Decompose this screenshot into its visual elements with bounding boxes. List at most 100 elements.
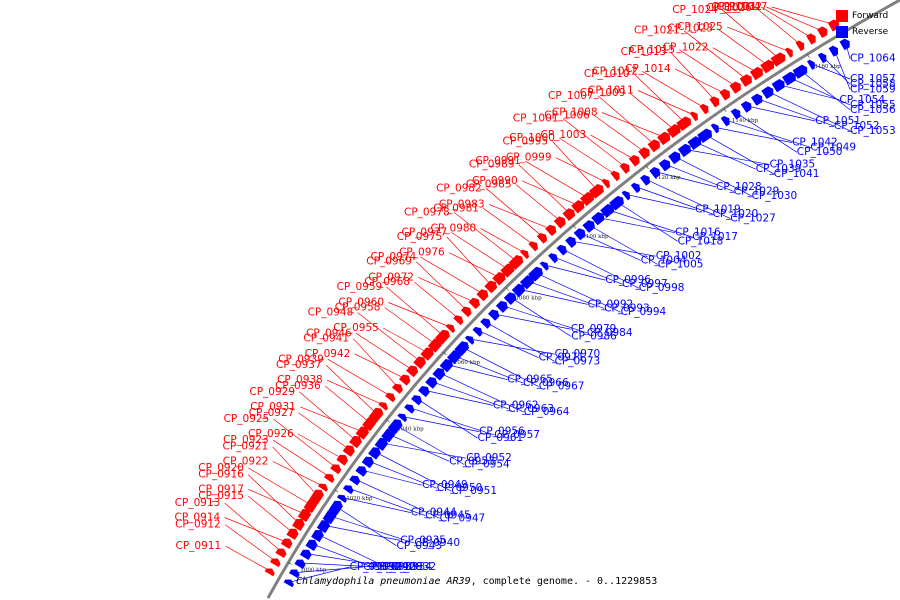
gene-arrow[interactable] [729,81,741,94]
gene-arrow[interactable] [368,447,381,460]
gene-label[interactable]: CP_0934 [386,561,432,573]
gene-arrow[interactable] [404,404,415,414]
gene-label[interactable]: CP_0912 [175,519,221,531]
gene-label[interactable]: CP_1017 [692,231,738,243]
gene-label[interactable]: CP_0914 [175,512,221,524]
gene-arrow[interactable] [336,454,348,466]
gene-label[interactable]: CP_1025 [677,21,723,33]
gene-arrow[interactable] [817,52,827,64]
gene-label[interactable]: CP_1018 [678,235,724,247]
gene-label[interactable]: CP_0974 [371,251,417,263]
gene-arrow[interactable] [303,499,318,514]
gene-label[interactable]: CP_0984 [587,327,633,339]
gene-label[interactable]: CP_0917 [198,483,244,495]
gene-label[interactable]: CP_0933 [372,561,418,573]
gene-label[interactable]: CP_0954 [464,459,510,471]
gene-label[interactable]: CP_0928 [377,561,423,573]
gene-arrow[interactable] [782,71,796,86]
gene-label[interactable]: CP_1019 [695,204,741,216]
gene-arrow[interactable] [689,111,698,122]
gene-arrow[interactable] [286,528,299,540]
gene-arrow[interactable] [536,233,548,244]
gene-arrow[interactable] [385,392,396,403]
gene-label[interactable]: CP_1051 [815,115,861,127]
gene-label[interactable]: CP_0979 [571,323,617,335]
gene-arrow[interactable] [511,283,526,298]
gene-label[interactable]: CP_0953 [449,455,495,467]
gene-label[interactable]: CP_0965 [507,374,553,386]
gene-arrow[interactable] [771,79,785,93]
gene-arrow[interactable] [657,131,671,146]
gene-label[interactable]: CP_0943 [397,540,443,552]
gene-arrow[interactable] [687,136,702,150]
gene-arrow[interactable] [439,359,454,373]
gene-label[interactable]: CP_1023 [667,23,713,35]
gene-arrow[interactable] [556,244,567,256]
gene-label[interactable]: CP_1031 [711,1,757,13]
gene-arrow[interactable] [453,315,464,326]
gene-label[interactable]: CP_1030 [752,190,798,202]
gene-arrow[interactable] [784,47,793,58]
gene-arrow[interactable] [749,66,763,81]
gene-label[interactable]: CP_1005 [658,259,704,271]
gene-label[interactable]: CP_1055 [850,99,896,111]
gene-label[interactable]: CP_0922 [223,455,269,467]
gene-label[interactable]: CP_0986 [571,331,617,343]
gene-label[interactable]: CP_1054 [839,94,885,106]
gene-label[interactable]: CP_1042 [792,137,838,149]
gene-label[interactable]: CP_0989 [469,159,515,171]
gene-label[interactable]: CP_1056 [850,104,896,116]
gene-label[interactable]: CP_0951 [451,485,497,497]
gene-label[interactable]: CP_0913 [175,497,221,509]
gene-label[interactable]: CP_0996 [605,274,651,286]
gene-label[interactable]: CP_0976 [399,247,445,259]
gene-arrow[interactable] [324,474,335,483]
gene-label[interactable]: CP_0958 [335,302,381,314]
gene-arrow[interactable] [427,338,442,353]
gene-label[interactable]: CP_0980 [431,222,477,234]
gene-arrow[interactable] [760,59,775,74]
gene-arrow[interactable] [280,538,293,549]
gene-arrow[interactable] [740,101,752,113]
gene-arrow[interactable] [601,178,610,189]
gene-label[interactable]: CP_1002 [656,250,702,262]
gene-arrow[interactable] [582,220,595,233]
gene-arrow[interactable] [343,485,354,495]
gene-arrow[interactable] [361,456,374,469]
gene-label[interactable]: CP_1024 [672,4,718,16]
gene-label[interactable]: CP_0940 [414,537,460,549]
gene-label[interactable]: CP_0920 [198,462,244,474]
gene-arrow[interactable] [719,88,730,101]
gene-label[interactable]: CP_0970 [555,348,601,360]
gene-label[interactable]: CP_0955 [333,322,379,334]
gene-label[interactable]: CP_0938 [277,374,323,386]
gene-arrow[interactable] [806,33,816,45]
gene-arrow[interactable] [630,182,641,194]
gene-arrow[interactable] [330,464,342,475]
gene-label[interactable]: CP_0993 [604,302,650,314]
gene-arrow[interactable] [647,139,660,153]
gene-label[interactable]: CP_1013 [621,46,667,58]
gene-arrow[interactable] [649,167,661,179]
gene-label[interactable]: CP_1035 [770,159,816,171]
gene-arrow[interactable] [528,266,543,282]
gene-label[interactable]: CP_0937 [276,359,322,371]
gene-label[interactable]: CP_0939 [278,353,324,365]
gene-arrow[interactable] [305,539,318,551]
gene-arrow[interactable] [548,253,558,264]
gene-label[interactable]: CP_0964 [524,406,570,418]
gene-label[interactable]: CP_0932 [391,561,437,573]
gene-arrow[interactable] [275,548,287,558]
gene-arrow[interactable] [368,407,384,423]
gene-arrow[interactable] [699,103,709,115]
gene-label[interactable]: CP_0945 [425,510,471,522]
gene-label[interactable]: CP_1058 [850,78,896,90]
gene-arrow[interactable] [495,300,508,313]
gene-label[interactable]: CP_0997 [622,278,668,290]
gene-arrow[interactable] [839,38,850,51]
gene-label[interactable]: CP_0967 [539,381,585,393]
gene-label[interactable]: CP_0969 [366,256,412,268]
gene-arrow[interactable] [292,518,305,531]
gene-label[interactable]: CP_0991 [475,155,521,167]
gene-label[interactable]: CP_0921 [223,441,269,453]
